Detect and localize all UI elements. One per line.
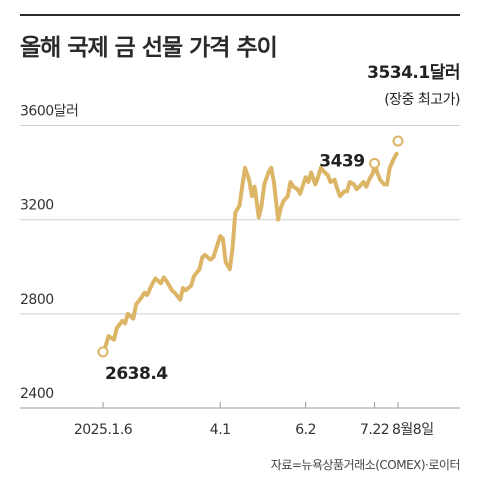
x-tick-label: 4.1 (210, 422, 231, 438)
price-line (101, 151, 399, 354)
series-line-group (101, 151, 399, 354)
x-tick-label: 8월8일 (392, 422, 434, 438)
record-high-marker (392, 135, 404, 147)
record-high-label: 3534.1달러 (367, 62, 460, 83)
record-high-note: (장중 최고가) (384, 92, 460, 108)
previous-high-marker (369, 157, 381, 169)
source-note: 자료=뉴욕상품거래소(COMEX)·로이터 (270, 458, 461, 472)
y-tick-label: 2800 (20, 292, 54, 308)
x-axis: 2025.1.6 4.1 6.2 7.22 8월8일 (20, 402, 460, 438)
start-point-marker (97, 346, 109, 358)
annotations: 2638.4 3439 3534.1달러 (장중 최고가) (97, 62, 461, 384)
gridlines: 2400 2800 3200 3600달러 (20, 104, 460, 402)
x-tick-label: 2025.1.6 (74, 422, 133, 438)
start-value-label: 2638.4 (105, 364, 168, 384)
previous-high-label: 3439 (319, 151, 364, 171)
top-rule (20, 14, 460, 16)
x-tick-label: 6.2 (295, 422, 316, 438)
x-tick-label: 7.22 (360, 422, 389, 438)
y-tick-label: 2400 (20, 386, 54, 402)
y-tick-label: 3200 (20, 198, 54, 214)
y-tick-label: 3600달러 (20, 104, 78, 120)
chart-title: 올해 국제 금 선물 가격 추이 (20, 35, 278, 61)
